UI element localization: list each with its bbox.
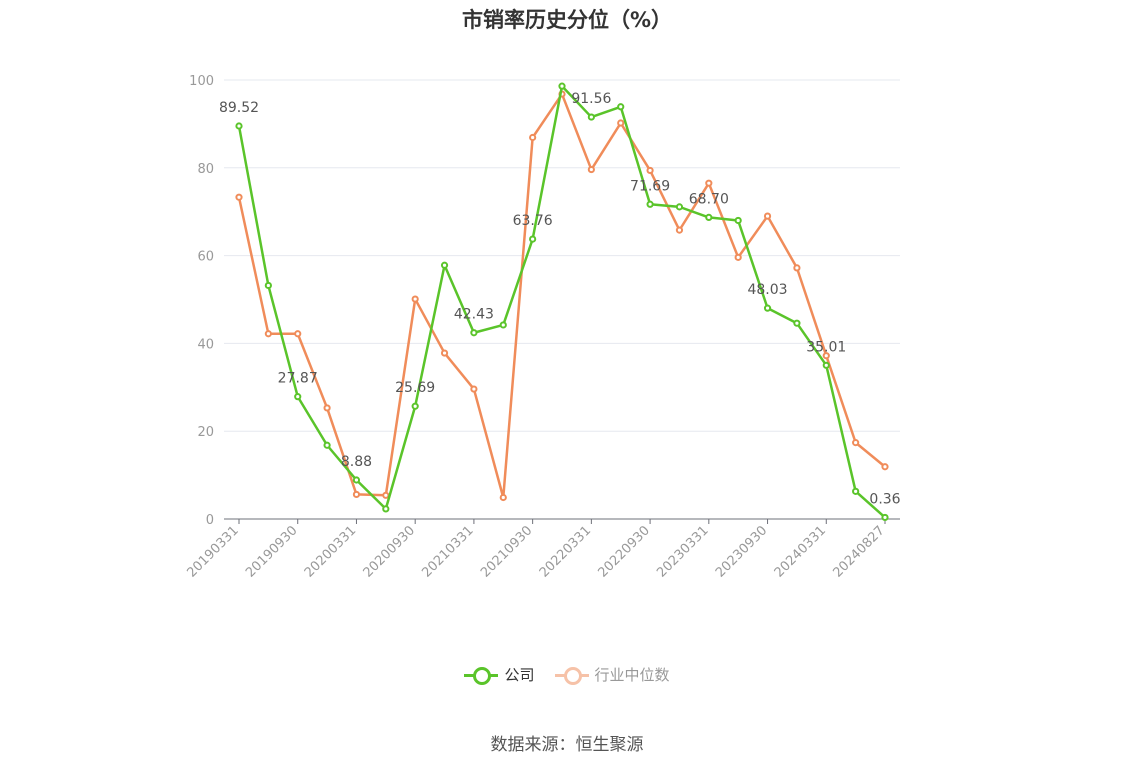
y-tick-label: 100 [189,74,214,89]
data-label: 71.69 [630,178,670,194]
data-label: 0.36 [869,491,900,507]
data-point-industry-median[interactable] [646,166,654,175]
data-point-company[interactable] [881,513,889,522]
data-label: 35.01 [806,339,846,355]
series-layer [235,82,889,522]
data-point-company[interactable] [587,113,595,121]
y-tick-label: 80 [197,162,214,177]
data-label: 48.03 [747,282,787,298]
data-label: 89.52 [219,100,259,116]
data-point-company[interactable] [852,487,860,495]
legend-item-industry-median[interactable]: 行业中位数 [554,664,670,685]
data-label: 63.76 [513,213,553,229]
data-point-industry-median[interactable] [675,226,684,234]
x-tick-label: 20220331 [537,523,594,580]
data-point-company[interactable] [558,82,566,90]
data-point-industry-median[interactable] [529,133,537,142]
x-tick-label: 20220930 [596,523,653,580]
data-label: 8.88 [341,454,372,470]
data-point-company[interactable] [264,281,272,290]
data-label: 27.87 [278,371,318,387]
x-tick-label: 20210930 [478,523,535,580]
legend: 公司 行业中位数 [0,664,1134,685]
data-point-company[interactable] [793,319,801,327]
data-point-company[interactable] [822,361,830,369]
data-point-industry-median[interactable] [440,349,449,357]
source-note: 数据来源：恒生聚源 [490,735,644,755]
data-point-company[interactable] [646,200,654,208]
data-point-company[interactable] [294,393,302,401]
data-point-industry-median[interactable] [499,493,507,502]
line-chart: 0 20 40 60 80 100 20190331 20190930 20200331 2020… [184,74,901,581]
data-point-industry-median[interactable] [763,212,772,220]
data-label: 68.70 [689,191,729,207]
data-point-industry-median[interactable] [705,179,713,187]
legend-item-company[interactable]: 公司 [464,664,535,685]
data-point-industry-median[interactable] [294,330,302,338]
data-point-company[interactable] [235,122,243,130]
data-label: 91.56 [571,91,611,107]
data-point-company[interactable] [617,103,625,111]
data-point-company[interactable] [411,402,419,410]
x-tick-label: 20240331 [772,523,829,580]
data-point-company[interactable] [499,321,507,329]
legend-swatch-industry-median [554,666,589,685]
data-label: 25.69 [395,380,435,396]
data-point-industry-median[interactable] [470,385,478,393]
legend-label-company: 公司 [504,666,535,684]
chart-title: 市销率历史分位（%） [461,8,673,32]
data-point-company[interactable] [382,505,390,513]
data-point-industry-median[interactable] [382,491,390,499]
data-point-industry-median[interactable] [852,439,860,447]
data-point-industry-median[interactable] [881,463,889,471]
series-line-company [237,84,886,519]
data-label: 42.43 [454,307,494,323]
y-tick-label: 0 [206,513,214,528]
data-point-industry-median[interactable] [587,165,595,174]
x-tick-label: 20210331 [419,523,476,580]
data-point-industry-median[interactable] [793,264,801,272]
series-line-industry-median [237,92,886,499]
x-tick-label: 20190331 [184,523,241,580]
data-labels: 89.52 27.87 8.88 25.69 42.43 63.76 91.56 71.69 6… [219,91,901,507]
x-tick-label: 20200331 [302,523,359,580]
data-point-company[interactable] [705,213,713,222]
legend-swatch-company [464,666,499,685]
data-point-company[interactable] [323,441,331,449]
data-point-company[interactable] [734,216,742,225]
data-point-industry-median[interactable] [323,404,331,412]
data-point-company[interactable] [529,235,537,243]
x-tick-label: 20230930 [713,523,770,580]
x-tick-label: 20190930 [243,523,300,580]
x-tick-label: 20240827 [830,523,887,580]
data-point-company[interactable] [763,304,772,312]
data-point-industry-median[interactable] [617,119,625,127]
data-point-company[interactable] [470,329,478,337]
grid [224,79,900,432]
axes: 0 20 40 60 80 100 20190331 20190930 20200331 2020… [184,74,900,581]
data-point-industry-median[interactable] [822,352,830,360]
data-point-industry-median[interactable] [734,253,742,261]
x-tick-label: 20200930 [361,523,418,580]
data-point-company[interactable] [440,261,449,269]
data-point-company[interactable] [352,476,361,484]
y-tick-label: 40 [197,337,214,352]
data-point-industry-median[interactable] [264,330,272,338]
y-tick-label: 20 [197,425,214,440]
legend-label-industry-median: 行业中位数 [594,666,670,684]
data-point-company[interactable] [675,203,684,211]
data-point-industry-median[interactable] [352,490,361,499]
y-tick-label: 60 [197,250,214,265]
data-point-industry-median[interactable] [235,193,243,201]
x-tick-label: 20230331 [654,523,711,580]
data-point-industry-median[interactable] [411,295,419,303]
